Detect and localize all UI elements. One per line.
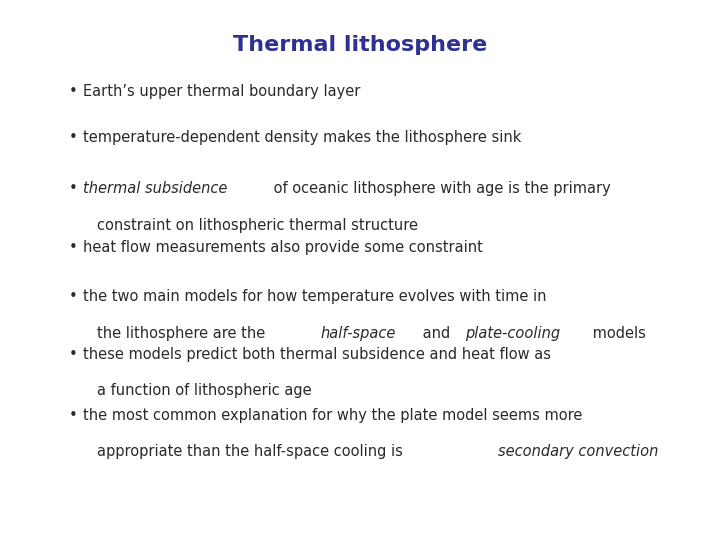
Text: •: • <box>68 347 77 362</box>
Text: models: models <box>588 326 646 341</box>
Text: appropriate than the half-space cooling is: appropriate than the half-space cooling … <box>97 444 408 460</box>
Text: and: and <box>418 326 454 341</box>
Text: constraint on lithospheric thermal structure: constraint on lithospheric thermal struc… <box>97 218 418 233</box>
Text: •: • <box>68 84 77 99</box>
Text: Thermal lithosphere: Thermal lithosphere <box>233 35 487 55</box>
Text: thermal subsidence: thermal subsidence <box>83 181 228 196</box>
Text: secondary convection: secondary convection <box>498 444 658 460</box>
Text: •: • <box>68 181 77 196</box>
Text: Earth’s upper thermal boundary layer: Earth’s upper thermal boundary layer <box>83 84 360 99</box>
Text: plate-cooling: plate-cooling <box>465 326 560 341</box>
Text: •: • <box>68 289 77 304</box>
Text: heat flow measurements also provide some constraint: heat flow measurements also provide some… <box>83 240 482 255</box>
Text: •: • <box>68 130 77 145</box>
Text: the two main models for how temperature evolves with time in: the two main models for how temperature … <box>83 289 546 304</box>
Text: the lithosphere are the: the lithosphere are the <box>97 326 270 341</box>
Text: •: • <box>68 408 77 423</box>
Text: •: • <box>68 240 77 255</box>
Text: these models predict both thermal subsidence and heat flow as: these models predict both thermal subsid… <box>83 347 551 362</box>
Text: the most common explanation for why the plate model seems more: the most common explanation for why the … <box>83 408 582 423</box>
Text: half-space: half-space <box>320 326 395 341</box>
Text: temperature-dependent density makes the lithosphere sink: temperature-dependent density makes the … <box>83 130 521 145</box>
Text: of oceanic lithosphere with age is the primary: of oceanic lithosphere with age is the p… <box>269 181 611 196</box>
Text: a function of lithospheric age: a function of lithospheric age <box>97 383 312 399</box>
